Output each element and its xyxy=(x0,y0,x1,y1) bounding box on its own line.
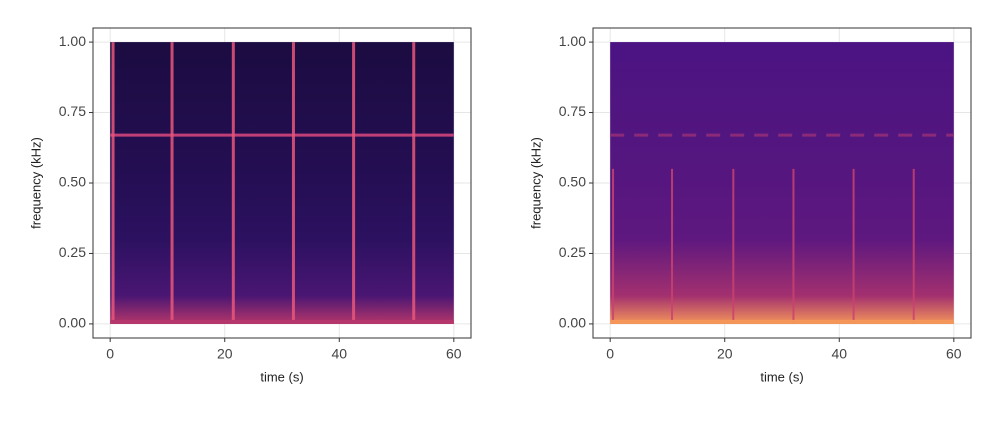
baseline-band xyxy=(610,319,954,324)
y-tick-label: 0.00 xyxy=(59,315,86,331)
panel: 0.00 0.25 0.50 0.75 1.00 0 20 40 60 time (s) frequ… xyxy=(528,27,972,384)
y-tick-label: 0.50 xyxy=(559,174,586,190)
x-tick-label: 40 xyxy=(831,346,847,362)
y-tick-label: 0.00 xyxy=(559,315,586,331)
x-tick-label: 20 xyxy=(717,346,733,362)
y-tick-label: 1.00 xyxy=(59,33,86,49)
y-axis-title: frequency (kHz) xyxy=(28,137,43,229)
x-tick-label: 20 xyxy=(217,346,233,362)
x-axis-title: time (s) xyxy=(260,369,303,384)
y-tick-label: 0.25 xyxy=(559,244,586,260)
y-tick-label: 1.00 xyxy=(559,33,586,49)
y-tick-label: 0.25 xyxy=(59,244,86,260)
baseline-band xyxy=(110,319,454,324)
x-tick-label: 60 xyxy=(946,346,962,362)
y-tick-label: 0.50 xyxy=(59,174,86,190)
y-tick-label: 0.75 xyxy=(59,103,86,119)
spectrogram-image xyxy=(110,42,454,324)
x-axis-title: time (s) xyxy=(760,369,803,384)
x-tick-label: 40 xyxy=(331,346,347,362)
spectrogram-image xyxy=(610,42,954,324)
x-tick-label: 0 xyxy=(106,346,114,362)
x-tick-label: 0 xyxy=(606,346,614,362)
panel: 0.00 0.25 0.50 0.75 1.00 0 20 40 60 time (s) frequ… xyxy=(28,27,472,384)
y-tick-label: 0.75 xyxy=(559,103,586,119)
y-axis-title: frequency (kHz) xyxy=(528,137,543,229)
x-tick-label: 60 xyxy=(446,346,462,362)
